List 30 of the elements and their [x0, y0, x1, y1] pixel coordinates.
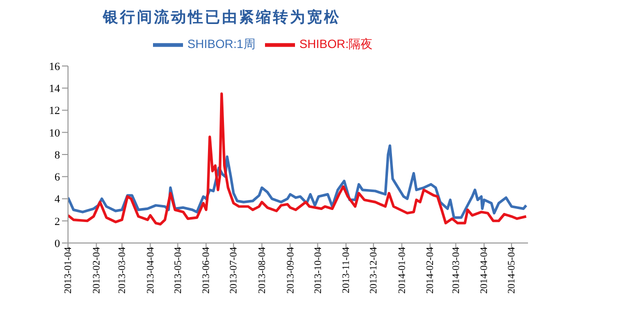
- x-tick-label: 2013-08-04: [256, 247, 268, 294]
- x-tick-label: 2013-06-04: [201, 247, 212, 294]
- y-tick-label: 16: [49, 60, 60, 73]
- y-tick-label: 10: [49, 127, 60, 140]
- y-tick-label: 6: [54, 172, 60, 184]
- x-tick-label: 2013-05-04: [172, 247, 184, 294]
- y-tick-label: 0: [54, 238, 60, 250]
- x-tick-label: 2013-03-04: [117, 247, 128, 294]
- legend-label: SHIBOR:1周: [187, 37, 256, 52]
- x-tick-label: 2013-01-04: [63, 247, 74, 294]
- x-tick-label: 2013-11-04: [341, 247, 352, 294]
- x-tick-label: 2013-10-04: [312, 247, 324, 294]
- x-tick-label: 2014-03-04: [450, 247, 462, 294]
- x-tick-label: 2014-01-04: [396, 247, 408, 294]
- y-tick-label: 2: [54, 216, 60, 228]
- x-tick-label: 2014-04-04: [479, 247, 490, 294]
- x-tick-label: 2014-02-04: [425, 247, 436, 294]
- y-tick-label: 14: [49, 83, 60, 96]
- legend-label: SHIBOR:隔夜: [299, 37, 373, 52]
- x-tick-label: 2013-02-04: [91, 247, 102, 294]
- chart-title: 银行间流动性已由紧缩转为宽松: [103, 8, 342, 28]
- line-series: [68, 92, 528, 226]
- x-tick-label: 2013-12-04: [368, 247, 380, 294]
- y-tick-label: 4: [54, 194, 60, 206]
- x-tick-label: 2013-09-04: [285, 247, 296, 294]
- x-tick-label: 2014-05-04: [506, 247, 518, 294]
- y-tick-label: 12: [49, 105, 60, 118]
- y-tick-label: 8: [54, 149, 60, 162]
- x-tick-label: 2013-04-04: [145, 247, 156, 294]
- x-tick-label: 2013-07-04: [228, 247, 240, 294]
